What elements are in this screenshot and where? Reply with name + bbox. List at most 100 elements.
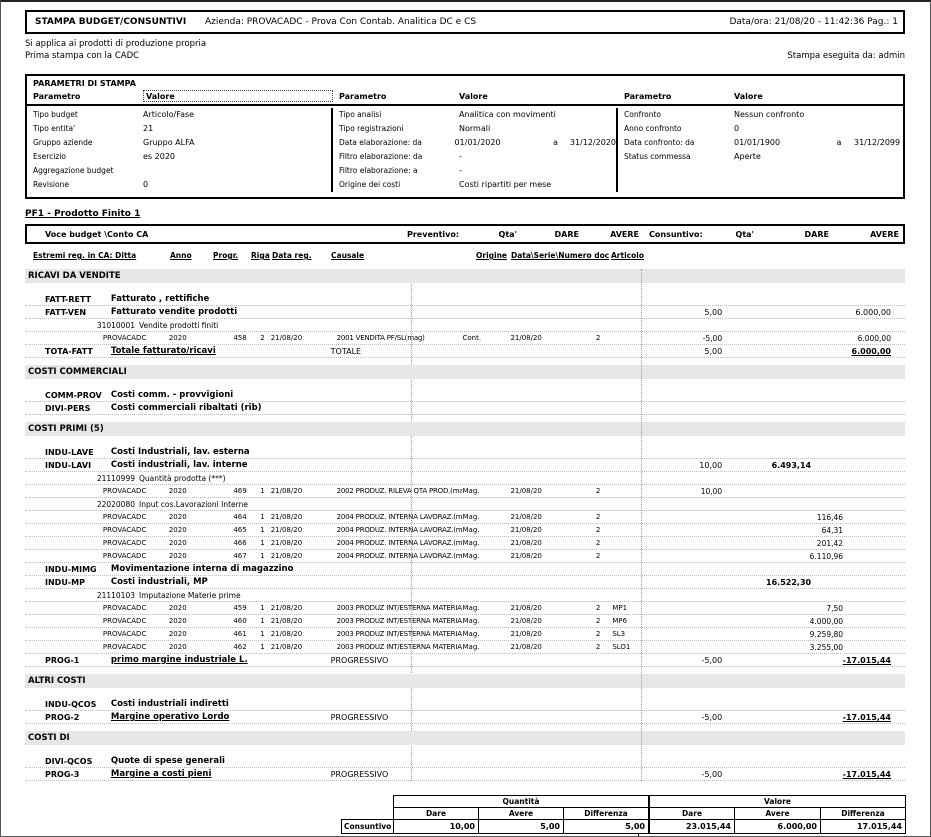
consuntivo-avere-value [845,615,905,627]
params-column: Tipo analisi Analitica con movimenti Tipo … [333,108,618,192]
budget-line-row: INDU-LAVI Costi industriali, lav. interne… [25,459,905,472]
param-range-separator: a [552,138,558,147]
consuntivo-avere-value: -17.015,44 [842,770,891,779]
movement-origin: Mag. [462,513,480,521]
movement-article [600,524,640,536]
budget-line-row: PROG-3 Margine a costi pieni PROGRESSIVO -5… [25,768,905,781]
movement-line: 1 [260,487,265,495]
movement-line: 1 [260,552,265,560]
movement-doc-date: 21/08/20 [510,604,542,612]
consuntivo-qta-value [640,576,740,588]
movement-doc-date: 21/08/20 [510,552,542,560]
movement-line: 2 [260,334,265,342]
movement-origin: Cont. [462,334,482,342]
budget-line-row: TOTA-FATT Totale fatturato/ricavi TOTALE 5,… [25,345,905,358]
param-label: Esercizio [33,152,66,161]
budget-code: PROG-2 [45,713,80,722]
budget-description: Costi industriali indiretti [110,699,229,709]
movement-article: SLO1 [612,643,631,651]
budget-line-row: DIVI-PERS Costi commerciali ribaltati (ri… [25,402,905,415]
spacer [25,485,103,497]
movement-origin: Mag. [462,487,480,495]
table-subheader-row: Estremi reg. in CA: Ditta Anno Progr. Ri… [25,249,905,262]
consuntivo-dare-value [740,389,815,401]
movement-company: PROVACADC [102,487,147,495]
movement-origin: Mag. [462,604,480,612]
param-row: Data elaborazione: da 01/01/2020 a 31/12/20… [339,136,616,150]
movement-reg-date: 21/08/20 [270,539,303,547]
movement-year: 2020 [168,487,187,495]
param-row: Origine dei costi Costi ripartiti per mes… [339,178,616,192]
budget-line-row: INDU-QCOS Costi industriali indiretti [25,698,905,711]
movement-year: 2020 [168,604,187,612]
consuntivo-avere-value [845,524,905,536]
summary-col-header: Differenza [820,807,906,819]
movement-doc-date: 21/08/20 [510,539,542,547]
budget-code: INDU-LAVE [45,448,94,457]
row-type-label: TOTALE [330,347,362,356]
budget-code: TOTA-FATT [45,347,93,356]
col-consuntivo-dare: DARE [804,229,829,239]
movement-progressive: 469 [233,487,247,495]
movement-progressive: 460 [233,617,247,625]
spacer [25,641,103,653]
report-body: RICAVI DA VENDITE FATT-RETT Fatturato , re… [25,269,905,781]
param-value-from: 01/01/1900 [734,138,781,147]
movement-row: PROVACADC 2020 462 1 21/08/20 2003 PRODUZ INT… [25,641,905,654]
account-description: Imputazione Materie prime [139,591,241,600]
summary-group-header: Valore [648,795,906,807]
row-type-label [331,293,411,305]
param-label: Status commessa [624,152,691,161]
movement-reg-date: 21/08/20 [270,604,303,612]
movement-row: PROVACADC 2020 458 2 21/08/20 2001 VENDITA PF… [25,332,905,345]
movement-origin: Mag. [462,539,480,547]
movement-company: PROVACADC [102,539,147,547]
consuntivo-qta-value [640,389,740,401]
movement-reg-date: 21/08/20 [270,552,303,560]
consuntivo-qta-value [640,511,740,523]
budget-line-row: INDU-MP Costi industriali, MP 16.522,30 [25,576,905,589]
movement-doc-number: 2 [595,526,601,534]
consuntivo-dare-value: 3.255,00 [809,643,844,652]
preventivo-values [411,563,641,575]
movement-company: PROVACADC [102,643,147,651]
budget-description: Costi Industriali, lav. esterna [110,447,250,457]
consuntivo-qta-value: -5,00 [701,770,723,779]
param-row: Gruppo aziende Gruppo ALFA [33,136,331,150]
col-origine: Origine [476,251,508,260]
param-label: Anno confronto [624,124,682,133]
budget-description: primo margine industriale L. [110,655,248,665]
movement-article [600,537,640,549]
preventivo-values [411,459,641,471]
movement-article [600,511,640,523]
budget-code: FATT-RETT [45,295,92,304]
preventivo-values [411,293,641,305]
col-preventivo-avere: AVERE [610,229,639,239]
param-row: Aggregazione budget [33,164,331,178]
value-header-label: Valore [143,90,333,102]
consuntivo-dare-value [740,755,815,767]
param-label: Tipo entita' [33,124,76,133]
value-header-label: Valore [459,91,488,101]
row-type-label [331,563,411,575]
consuntivo-avere-value [815,459,905,471]
section-header: RICAVI DA VENDITE [25,269,905,283]
col-preventivo-dare: DARE [554,229,579,239]
param-label: Filtro elaborazione: a [339,166,418,175]
preventivo-values [411,306,641,318]
section-header: COSTI COMMERCIALI [25,365,905,379]
consuntivo-dare-value: 7,50 [826,604,844,613]
row-type-label [331,576,411,588]
param-value: es 2020 [143,152,175,161]
movement-doc-number: 2 [595,513,601,521]
consuntivo-dare-value [740,711,815,723]
params-column: Tipo budget Articolo/Fase Tipo entita' 21 Gr… [27,108,333,192]
param-label: Tipo analisi [339,110,382,119]
consuntivo-avere-value [815,576,905,588]
consuntivo-avere-value: 6.000,00 [851,347,891,356]
movement-doc-number: 2 [595,487,601,495]
consuntivo-dare-value [740,698,815,710]
section-header: COSTI DI [25,731,905,745]
account-row: 31010001 Vendite prodotti finiti [25,319,905,332]
summary-corner [341,795,393,807]
